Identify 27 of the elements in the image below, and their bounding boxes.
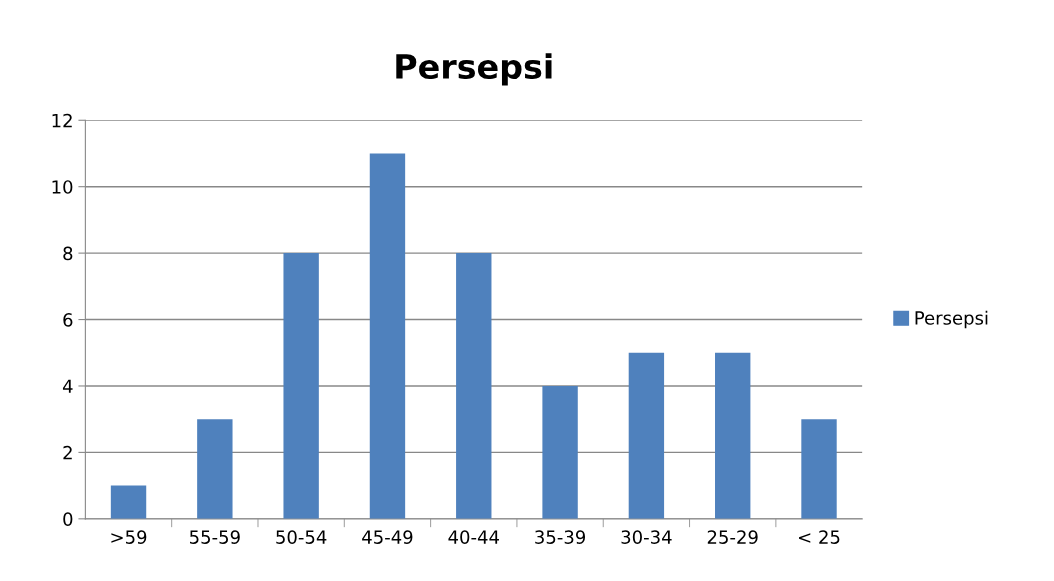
chart-title: Persepsi — [396, 53, 552, 86]
bar — [283, 253, 319, 519]
y-tick-label: 6 — [63, 313, 73, 327]
bar — [715, 352, 751, 519]
bar — [110, 485, 147, 519]
x-tick-label: 30-34 — [621, 530, 672, 544]
x-tick-label: 40-44 — [448, 530, 499, 544]
bar — [801, 419, 837, 519]
x-tick-label: 25-29 — [707, 530, 758, 544]
y-tick-label: 2 — [63, 445, 72, 460]
legend-label: Persepsi — [915, 310, 988, 329]
y-tick-label: 10 — [52, 180, 73, 194]
y-tick-label: 4 — [62, 379, 73, 393]
bar — [456, 253, 492, 519]
x-tick-label: 50-54 — [276, 530, 327, 544]
x-tick-label: 35-39 — [535, 530, 586, 544]
x-tick-label: 45-49 — [362, 530, 413, 544]
bar — [628, 352, 665, 519]
x-tick-label: >59 — [111, 530, 147, 544]
y-tick-label: 12 — [52, 113, 72, 128]
bar — [542, 385, 578, 519]
y-tick-label: 8 — [63, 246, 73, 261]
y-tick-label: 0 — [63, 512, 73, 526]
x-tick-label: < 25 — [799, 530, 840, 544]
bar — [197, 419, 233, 519]
bar — [369, 153, 406, 519]
x-tick-label: 55-59 — [190, 530, 240, 544]
